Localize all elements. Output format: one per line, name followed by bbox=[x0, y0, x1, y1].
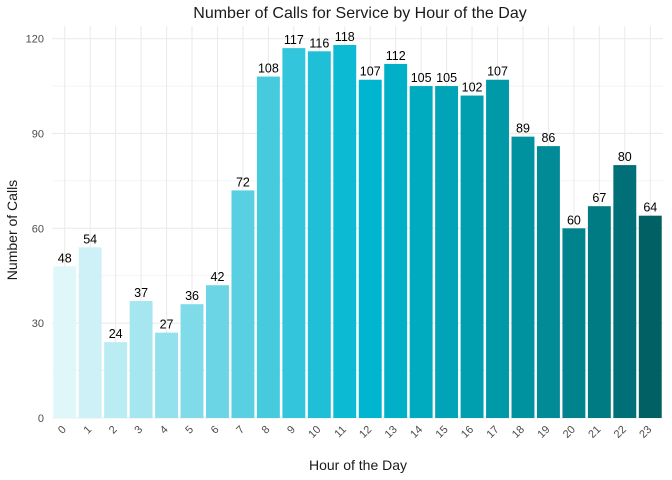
bar-hour-9 bbox=[282, 48, 306, 419]
bar-value-label: 108 bbox=[258, 62, 279, 76]
x-tick-label: 12 bbox=[357, 424, 374, 441]
x-tick-label: 20 bbox=[561, 424, 578, 441]
y-axis-title: Number of Calls bbox=[4, 180, 20, 280]
bar-hour-17 bbox=[486, 79, 509, 418]
bar-value-label: 37 bbox=[134, 286, 148, 300]
bar-labels: 48 54 24 37 27 36 42 72 108 117 116 118 107 112 105 105… bbox=[58, 30, 657, 341]
bar-hour-19 bbox=[536, 146, 560, 418]
bar-value-label: 67 bbox=[592, 191, 606, 205]
bar-value-label: 107 bbox=[360, 65, 381, 79]
bar-value-label: 112 bbox=[386, 49, 406, 63]
bar-value-label: 24 bbox=[109, 327, 123, 341]
bar-hour-11 bbox=[333, 44, 357, 418]
bar-value-label: 116 bbox=[309, 36, 329, 50]
y-tick-label: 60 bbox=[32, 223, 44, 235]
bar-hour-15 bbox=[435, 86, 459, 418]
x-tick-label: 0 bbox=[56, 424, 69, 437]
bar-hour-3 bbox=[129, 301, 153, 418]
x-axis-ticks: 0 1 2 3 4 5 6 7 8 9 10 11 12 13 14 15 16 17 18 19 20 21 22 23 bbox=[56, 424, 654, 441]
bar-hour-2 bbox=[104, 342, 128, 418]
x-tick-label: 18 bbox=[510, 424, 527, 441]
bar-hour-16 bbox=[460, 95, 484, 418]
x-tick-label: 4 bbox=[158, 424, 171, 437]
bar-value-label: 36 bbox=[185, 289, 199, 303]
bar-value-label: 118 bbox=[335, 30, 355, 44]
bar-hour-8 bbox=[256, 76, 280, 419]
bar-value-label: 107 bbox=[487, 65, 508, 79]
bar-value-label: 105 bbox=[436, 71, 457, 85]
y-tick-label: 120 bbox=[26, 34, 44, 46]
bar-value-label: 86 bbox=[541, 131, 555, 145]
x-axis-title: Hour of the Day bbox=[309, 457, 407, 473]
bar-hour-20 bbox=[562, 228, 586, 418]
bar-hour-4 bbox=[155, 332, 179, 418]
bar-hour-18 bbox=[511, 136, 535, 419]
x-tick-label: 13 bbox=[383, 424, 400, 441]
bar-hour-10 bbox=[307, 51, 331, 419]
bars bbox=[53, 44, 662, 419]
bar-value-label: 80 bbox=[618, 150, 632, 164]
x-tick-label: 2 bbox=[107, 424, 120, 437]
x-tick-label: 15 bbox=[434, 424, 451, 441]
x-tick-label: 22 bbox=[612, 424, 629, 441]
bar-value-label: 48 bbox=[58, 251, 72, 265]
bar-hour-5 bbox=[180, 304, 204, 418]
x-tick-label: 3 bbox=[132, 424, 145, 437]
x-tick-label: 6 bbox=[209, 424, 222, 437]
chart-title: Number of Calls for Service by Hour of t… bbox=[193, 5, 526, 22]
y-tick-label: 30 bbox=[32, 318, 44, 330]
bar-value-label: 27 bbox=[160, 318, 174, 332]
x-tick-label: 19 bbox=[535, 424, 552, 441]
bar-hour-0 bbox=[53, 266, 77, 418]
bar-value-label: 64 bbox=[643, 201, 657, 215]
x-tick-label: 21 bbox=[586, 424, 603, 441]
x-tick-label: 16 bbox=[459, 424, 476, 441]
bar-value-label: 60 bbox=[567, 213, 581, 227]
bar-value-label: 102 bbox=[462, 81, 483, 95]
x-tick-label: 9 bbox=[285, 424, 298, 437]
x-tick-label: 17 bbox=[484, 424, 501, 441]
bar-hour-12 bbox=[358, 79, 382, 418]
bar-value-label: 105 bbox=[411, 71, 432, 85]
bar-hour-13 bbox=[384, 63, 408, 418]
bar-hour-6 bbox=[206, 285, 229, 418]
bar-hour-7 bbox=[231, 190, 255, 418]
bar-value-label: 42 bbox=[211, 270, 225, 284]
x-tick-label: 23 bbox=[637, 424, 654, 441]
x-tick-label: 8 bbox=[260, 424, 273, 437]
bar-hour-21 bbox=[587, 206, 611, 418]
bar-value-label: 89 bbox=[516, 122, 530, 136]
x-tick-label: 10 bbox=[306, 424, 323, 441]
bar-value-label: 117 bbox=[284, 33, 304, 47]
x-tick-label: 7 bbox=[234, 424, 247, 437]
bar-value-label: 54 bbox=[83, 232, 97, 246]
x-tick-label: 11 bbox=[332, 424, 349, 441]
bar-value-label: 72 bbox=[236, 175, 250, 189]
y-tick-label: 90 bbox=[32, 128, 44, 140]
x-tick-label: 1 bbox=[81, 424, 94, 437]
bar-hour-22 bbox=[613, 165, 637, 418]
x-tick-label: 14 bbox=[408, 424, 425, 441]
bar-hour-14 bbox=[409, 86, 433, 418]
bar-hour-23 bbox=[638, 215, 662, 418]
y-tick-label: 0 bbox=[38, 413, 44, 425]
y-axis-ticks: 0 30 60 90 120 bbox=[26, 34, 44, 425]
x-tick-label: 5 bbox=[183, 424, 196, 437]
bar-hour-1 bbox=[78, 247, 102, 418]
